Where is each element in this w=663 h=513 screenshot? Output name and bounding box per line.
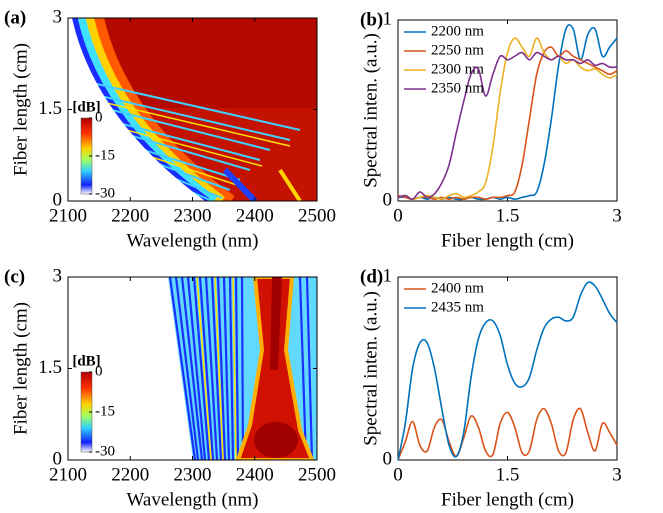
y-axis-label: Spectral inten. (a.u.): [360, 291, 381, 446]
x-tick-label: 3: [612, 205, 622, 226]
x-tick-label: 2200: [111, 464, 149, 485]
colorbar-label: [dB]: [72, 99, 100, 115]
y-tick-label: 0: [53, 448, 63, 469]
x-tick-label: 0: [393, 205, 403, 226]
x-tick-label: 2500: [298, 205, 336, 226]
panel-label: (d): [360, 266, 383, 287]
data-line: [397, 37, 618, 201]
y-tick-label: 3: [53, 265, 63, 286]
colorbar-tick-label: 0: [95, 363, 103, 379]
data-line: [397, 407, 618, 461]
y-tick-label: 1: [383, 265, 393, 286]
colorbar-tick-label: -30: [95, 443, 115, 459]
colorbar-tick-label: -15: [95, 403, 115, 419]
y-tick-label: 1: [383, 8, 393, 29]
panel-label: (c): [4, 266, 25, 287]
colorbar-tick-label: -30: [95, 185, 115, 201]
y-axis-label: Spectral inten. (a.u.): [360, 33, 381, 188]
y-tick-label: 0: [53, 189, 63, 210]
x-tick-label: 2100: [49, 205, 87, 226]
x-tick-label: 0: [393, 464, 403, 485]
legend-label: 2400 nm: [431, 280, 484, 296]
legend-label: 2350 nm: [431, 80, 484, 96]
x-tick-label: 1.5: [496, 205, 520, 226]
y-tick-label: 0: [383, 189, 393, 210]
y-tick-label: 1.5: [38, 98, 62, 119]
colorbar-label: [dB]: [72, 353, 100, 369]
x-axis-label: Wavelength (nm): [127, 230, 259, 251]
heatmap-c: [68, 277, 317, 460]
x-tick-label: 2200: [111, 205, 149, 226]
data-line: [397, 281, 618, 461]
y-tick-label: 1.5: [38, 357, 62, 378]
y-tick-label: 3: [53, 6, 63, 27]
y-axis-label: Fiber length (cm): [10, 302, 31, 435]
x-axis-label: Wavelength (nm): [127, 489, 259, 510]
colorbar-tick-label: 0: [95, 109, 103, 125]
legend-label: 2200 nm: [431, 23, 484, 39]
legend-label: 2300 nm: [431, 61, 484, 77]
x-tick-label: 2500: [298, 464, 336, 485]
x-tick-label: 2400: [236, 205, 274, 226]
x-tick-label: 2100: [49, 464, 87, 485]
colorbar-tick-label: -15: [95, 147, 115, 163]
data-line: [397, 51, 618, 201]
panel-label: (b): [360, 9, 383, 30]
legend-label: 2250 nm: [431, 42, 484, 58]
data-line: [397, 46, 618, 200]
x-axis-label: Fiber length (cm): [441, 489, 574, 510]
x-tick-label: 2300: [174, 205, 212, 226]
x-tick-label: 1.5: [496, 464, 520, 485]
legend-label: 2435 nm: [431, 299, 484, 315]
x-tick-label: 3: [612, 464, 622, 485]
heatmap-a: [68, 18, 317, 201]
panel-label: (a): [4, 7, 26, 28]
y-axis-label: Fiber length (cm): [10, 43, 31, 176]
x-tick-label: 2400: [236, 464, 274, 485]
y-tick-label: 0: [383, 448, 393, 469]
x-axis-label: Fiber length (cm): [441, 230, 574, 251]
x-tick-label: 2300: [174, 464, 212, 485]
